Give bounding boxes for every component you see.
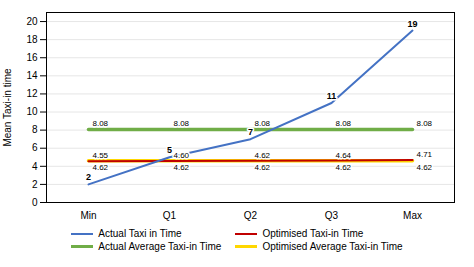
svg-text:Mean Taxi-in time: Mean Taxi-in time [2, 68, 13, 147]
html-text:Actual Taxi in Time: Actual Taxi in Time [98, 228, 182, 239]
svg-text:4.55: 4.55 [93, 151, 109, 160]
svg-text:11: 11 [327, 91, 337, 101]
html-text:Optimised Average Taxi-in Time: Optimised Average Taxi-in Time [262, 241, 403, 252]
svg-text:16: 16 [26, 52, 38, 63]
svg-text:12: 12 [26, 88, 38, 99]
html-text:Actual Average Taxi-in Time: Actual Average Taxi-in Time [98, 241, 222, 252]
svg-text:18: 18 [26, 34, 38, 45]
svg-text:4.64: 4.64 [336, 151, 352, 160]
svg-text:4.62: 4.62 [174, 163, 190, 172]
svg-text:5: 5 [167, 145, 172, 155]
svg-text:6: 6 [32, 142, 38, 153]
svg-text:4.62: 4.62 [336, 163, 352, 172]
svg-text:7: 7 [248, 127, 253, 137]
svg-text:8.08: 8.08 [336, 119, 352, 128]
svg-text:2: 2 [32, 179, 38, 190]
svg-text:4.71: 4.71 [417, 150, 433, 159]
svg-text:Min: Min [80, 210, 96, 221]
svg-text:Max: Max [403, 210, 422, 221]
svg-text:4.62: 4.62 [93, 163, 109, 172]
svg-text:8.08: 8.08 [255, 119, 271, 128]
svg-text:4.62: 4.62 [255, 163, 271, 172]
svg-text:4.60: 4.60 [174, 151, 190, 160]
svg-text:19: 19 [407, 19, 417, 29]
svg-text:Q1: Q1 [163, 210, 177, 221]
svg-text:10: 10 [26, 106, 38, 117]
svg-text:Q2: Q2 [244, 210, 258, 221]
svg-text:14: 14 [26, 70, 38, 81]
html-text:Optimised Taxi-in Time: Optimised Taxi-in Time [262, 228, 364, 239]
svg-text:8: 8 [32, 124, 38, 135]
svg-text:0: 0 [32, 197, 38, 208]
svg-text:4: 4 [32, 161, 38, 172]
svg-text:8.08: 8.08 [174, 119, 190, 128]
svg-text:Q3: Q3 [325, 210, 339, 221]
svg-text:8.08: 8.08 [417, 119, 433, 128]
svg-text:4.62: 4.62 [255, 151, 271, 160]
svg-text:8.08: 8.08 [93, 119, 109, 128]
svg-text:20: 20 [26, 16, 38, 27]
svg-text:4.62: 4.62 [417, 163, 433, 172]
svg-text:2: 2 [86, 172, 91, 182]
